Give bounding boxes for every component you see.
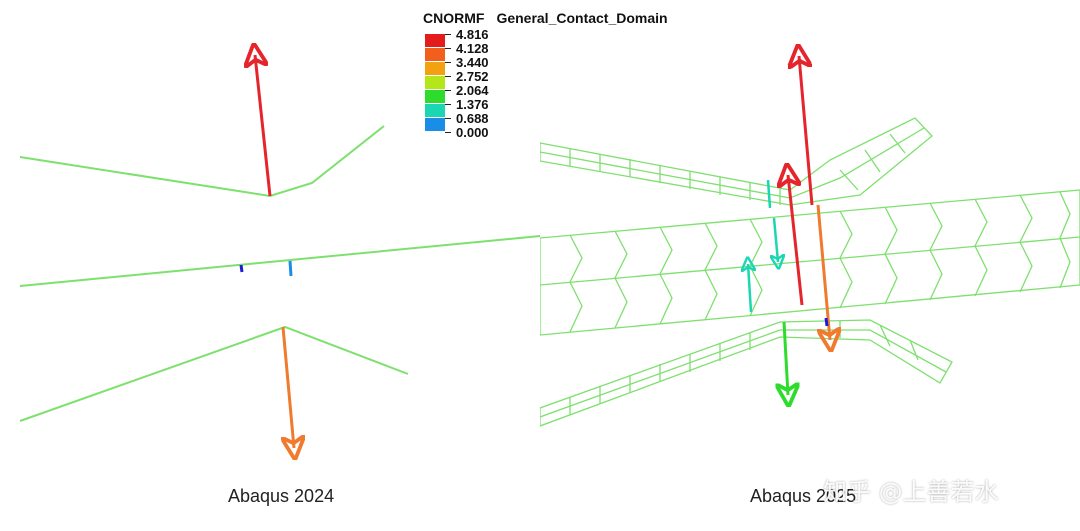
legend-variable: CNORMF xyxy=(423,10,485,26)
middle-solid-ribs xyxy=(569,191,1071,333)
viewport-abaqus-2025[interactable]: Abaqus 2025 xyxy=(540,0,1080,531)
upper-solid-ribs xyxy=(569,133,906,205)
legend-title: CNORMF General_Contact_Domain xyxy=(423,10,680,26)
scene-2024 xyxy=(19,0,540,531)
legend-swatch xyxy=(425,90,445,103)
contact-force-arrow-orange-down xyxy=(816,204,830,340)
legend-tick xyxy=(445,90,451,91)
legend-swatch xyxy=(425,62,445,75)
legend-tick xyxy=(445,62,451,63)
legend-value: 0.688 xyxy=(456,111,489,126)
upper-solid-outline xyxy=(540,117,933,206)
contact-force-arrow-cyan-2 xyxy=(774,217,778,262)
legend-domain: General_Contact_Domain xyxy=(496,10,668,26)
middle-solid-outline xyxy=(540,189,1080,336)
watermark: 知乎 @上善若水 xyxy=(823,478,999,506)
lower-shell-edge xyxy=(19,325,409,422)
contact-force-arrow-small-cyan xyxy=(288,260,293,277)
contact-force-arrow-cyan-3 xyxy=(748,264,751,313)
legend-value: 4.128 xyxy=(456,41,489,56)
middle-plate-edge xyxy=(19,235,540,287)
upper-solid-inner-line xyxy=(540,127,925,199)
contact-force-arrow-red xyxy=(255,55,272,197)
contour-legend: CNORMF General_Contact_Domain 4.816 4.128 3… xyxy=(423,10,680,140)
legend-value: 3.440 xyxy=(456,55,489,70)
scene-2025 xyxy=(540,0,1080,427)
legend-scale: 4.816 4.128 3.440 2.752 2.064 1.376 0.688 0.000 xyxy=(423,28,680,140)
legend-swatch xyxy=(425,48,445,61)
legend-value: 2.752 xyxy=(456,69,489,84)
legend-tick xyxy=(445,76,451,77)
upper-shell-edge xyxy=(19,125,385,198)
legend-value: 1.376 xyxy=(456,97,489,112)
caption-abaqus-2024: Abaqus 2024 xyxy=(228,486,335,506)
legend-value: 2.064 xyxy=(456,83,489,98)
contact-force-arrow-green-down xyxy=(784,321,788,395)
contact-force-arrow-cyan-1 xyxy=(766,179,772,209)
lower-solid-ribs xyxy=(569,321,919,415)
legend-value: 4.816 xyxy=(456,27,489,42)
solid-mesh xyxy=(540,117,1080,427)
legend-tick xyxy=(445,118,451,119)
contact-force-arrow-blue-small xyxy=(824,317,829,327)
legend-tick xyxy=(445,48,451,49)
legend-swatch xyxy=(425,76,445,89)
legend-tick xyxy=(445,132,451,133)
legend-value: 0.000 xyxy=(456,125,489,140)
contact-force-arrow-small-blue xyxy=(239,264,244,273)
legend-swatch xyxy=(425,118,445,131)
contact-force-arrow-red-up-long xyxy=(799,56,814,206)
contact-force-arrow-orange xyxy=(283,326,294,448)
viewport-abaqus-2024[interactable]: Abaqus 2024 xyxy=(0,0,540,531)
middle-solid-midline xyxy=(540,236,1080,286)
legend-swatch xyxy=(425,34,445,47)
caption-abaqus-2025: Abaqus 2025 xyxy=(750,486,857,506)
legend-tick xyxy=(445,104,451,105)
legend-swatch xyxy=(425,104,445,117)
legend-tick xyxy=(445,34,451,35)
lower-solid-outline xyxy=(540,319,953,427)
contact-force-arrow-red-up xyxy=(788,175,804,306)
